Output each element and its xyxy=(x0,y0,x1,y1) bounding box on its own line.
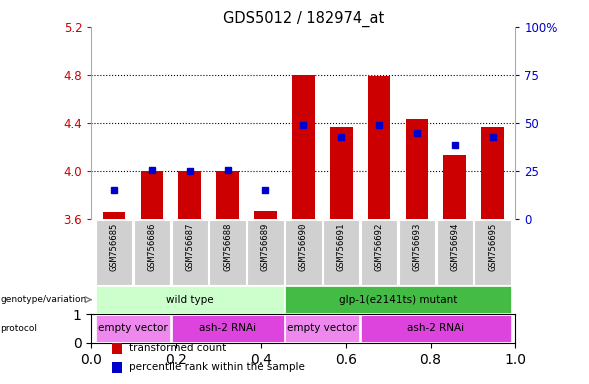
Bar xyxy=(141,171,163,219)
Text: empty vector: empty vector xyxy=(287,323,357,333)
Bar xyxy=(254,211,277,219)
Text: transformed count: transformed count xyxy=(128,343,226,353)
Bar xyxy=(481,127,504,219)
Text: GSM756692: GSM756692 xyxy=(375,222,383,271)
Text: GSM756686: GSM756686 xyxy=(147,222,156,271)
Bar xyxy=(171,220,208,285)
Bar xyxy=(102,212,125,219)
Text: GSM756693: GSM756693 xyxy=(412,222,421,271)
Bar xyxy=(330,127,353,219)
Text: ash-2 RNAi: ash-2 RNAi xyxy=(408,323,464,333)
Text: GSM756687: GSM756687 xyxy=(186,222,194,271)
Bar xyxy=(210,220,246,285)
Text: GSM756688: GSM756688 xyxy=(223,222,232,271)
Bar xyxy=(96,315,170,342)
Text: empty vector: empty vector xyxy=(98,323,168,333)
Bar xyxy=(475,220,511,285)
Bar xyxy=(406,119,428,219)
Bar xyxy=(216,171,239,219)
Text: wild type: wild type xyxy=(166,295,214,305)
Text: GSM756690: GSM756690 xyxy=(299,222,308,271)
Bar xyxy=(361,220,397,285)
Bar xyxy=(178,171,201,219)
Text: genotype/variation: genotype/variation xyxy=(1,295,87,304)
Text: protocol: protocol xyxy=(1,324,38,333)
Bar xyxy=(112,361,122,374)
Bar xyxy=(361,315,511,342)
Text: percentile rank within the sample: percentile rank within the sample xyxy=(128,362,305,372)
Bar xyxy=(134,220,170,285)
Bar xyxy=(112,342,122,354)
Bar xyxy=(96,286,284,313)
Text: GSM756694: GSM756694 xyxy=(451,222,459,271)
Text: GSM756689: GSM756689 xyxy=(261,222,270,271)
Bar xyxy=(399,220,435,285)
Bar xyxy=(444,156,466,219)
Text: GSM756685: GSM756685 xyxy=(110,222,118,271)
Bar xyxy=(171,315,284,342)
Title: GDS5012 / 182974_at: GDS5012 / 182974_at xyxy=(223,11,384,27)
Bar xyxy=(292,75,315,219)
Text: GSM756691: GSM756691 xyxy=(337,222,346,271)
Bar xyxy=(285,286,511,313)
Text: ash-2 RNAi: ash-2 RNAi xyxy=(199,323,256,333)
Text: glp-1(e2141ts) mutant: glp-1(e2141ts) mutant xyxy=(339,295,457,305)
Bar xyxy=(436,220,473,285)
Bar xyxy=(368,76,391,219)
Bar xyxy=(247,220,284,285)
Bar xyxy=(96,220,132,285)
Text: GSM756695: GSM756695 xyxy=(488,222,497,271)
Bar xyxy=(285,220,322,285)
Bar xyxy=(323,220,359,285)
Bar xyxy=(285,315,359,342)
